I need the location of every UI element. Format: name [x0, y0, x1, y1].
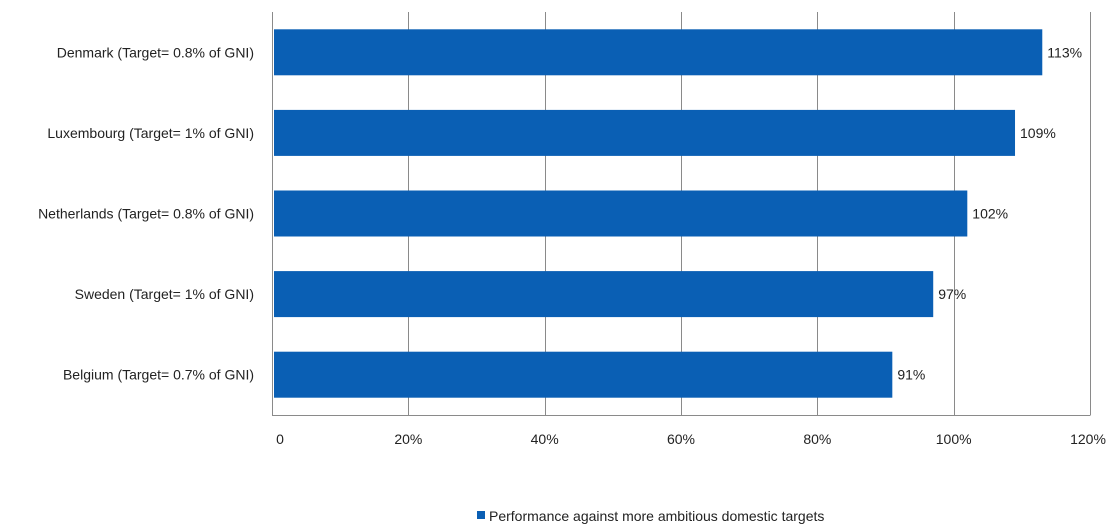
- x-tick-label: 60%: [667, 431, 695, 447]
- data-label: 97%: [938, 286, 966, 302]
- x-tick-labels: 0 20% 40% 60% 80% 100% 120%: [276, 431, 1106, 447]
- data-labels: 113% 109% 102% 97% 91%: [897, 44, 1082, 382]
- category-label: Luxembourg (Target= 1% of GNI): [47, 125, 254, 141]
- legend-label: Performance against more ambitious domes…: [489, 508, 824, 524]
- data-label: 102%: [972, 206, 1008, 222]
- bars: [274, 29, 1043, 398]
- legend: Performance against more ambitious domes…: [477, 508, 824, 524]
- category-label: Belgium (Target= 0.7% of GNI): [63, 367, 254, 383]
- x-tick-label: 0: [276, 431, 284, 447]
- x-tick-label: 100%: [936, 431, 972, 447]
- category-label: Sweden (Target= 1% of GNI): [75, 286, 254, 302]
- legend-swatch: [477, 511, 485, 519]
- x-tick-label: 40%: [531, 431, 559, 447]
- category-label: Denmark (Target= 0.8% of GNI): [57, 44, 254, 60]
- bar: [274, 109, 1016, 156]
- bar: [274, 271, 934, 318]
- x-tick-label: 80%: [803, 431, 831, 447]
- data-label: 109%: [1020, 125, 1056, 141]
- bar: [274, 351, 893, 398]
- data-label: 91%: [897, 367, 925, 383]
- bar: [274, 190, 968, 237]
- category-labels: Denmark (Target= 0.8% of GNI) Luxembourg …: [38, 44, 254, 382]
- category-label: Netherlands (Target= 0.8% of GNI): [38, 206, 254, 222]
- bar: [274, 29, 1043, 76]
- x-tick-label: 120%: [1070, 431, 1106, 447]
- x-tick-label: 20%: [394, 431, 422, 447]
- data-label: 113%: [1047, 44, 1082, 60]
